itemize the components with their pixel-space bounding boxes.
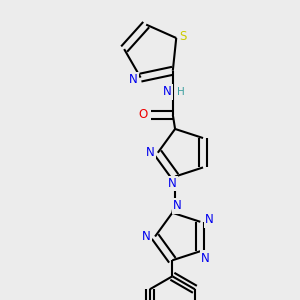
Text: N: N	[129, 73, 138, 86]
Text: N: N	[146, 146, 154, 159]
Text: N: N	[205, 213, 214, 226]
Text: N: N	[162, 85, 171, 98]
Text: N: N	[173, 199, 182, 212]
Text: S: S	[180, 29, 187, 43]
Text: O: O	[138, 108, 147, 121]
Text: N: N	[201, 252, 210, 265]
Text: H: H	[177, 87, 185, 97]
Text: N: N	[142, 230, 151, 243]
Text: N: N	[168, 177, 176, 190]
